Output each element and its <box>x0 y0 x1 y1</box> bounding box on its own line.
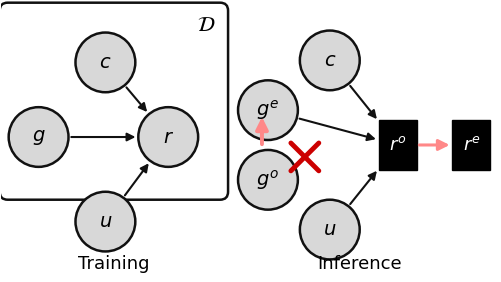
Text: $r$: $r$ <box>162 127 173 147</box>
Text: $r^o$: $r^o$ <box>388 136 405 154</box>
Text: Training: Training <box>78 255 149 273</box>
Bar <box>378 120 416 170</box>
Circle shape <box>237 150 297 210</box>
Text: $c$: $c$ <box>323 51 335 70</box>
Circle shape <box>9 107 68 167</box>
Circle shape <box>299 200 359 259</box>
Text: $c$: $c$ <box>99 53 111 72</box>
Text: $g^{e}$: $g^{e}$ <box>256 98 279 122</box>
Text: $g$: $g$ <box>32 127 45 147</box>
Bar <box>451 120 489 170</box>
Circle shape <box>299 30 359 90</box>
Circle shape <box>237 80 297 140</box>
Circle shape <box>75 32 135 92</box>
Circle shape <box>75 192 135 252</box>
Text: $u$: $u$ <box>99 212 112 231</box>
Circle shape <box>138 107 198 167</box>
Text: $\mathcal{D}$: $\mathcal{D}$ <box>196 15 215 35</box>
Text: $r^e$: $r^e$ <box>462 136 479 154</box>
Text: $g^{o}$: $g^{o}$ <box>256 168 279 192</box>
Text: $u$: $u$ <box>323 220 336 239</box>
Text: Inference: Inference <box>317 255 401 273</box>
